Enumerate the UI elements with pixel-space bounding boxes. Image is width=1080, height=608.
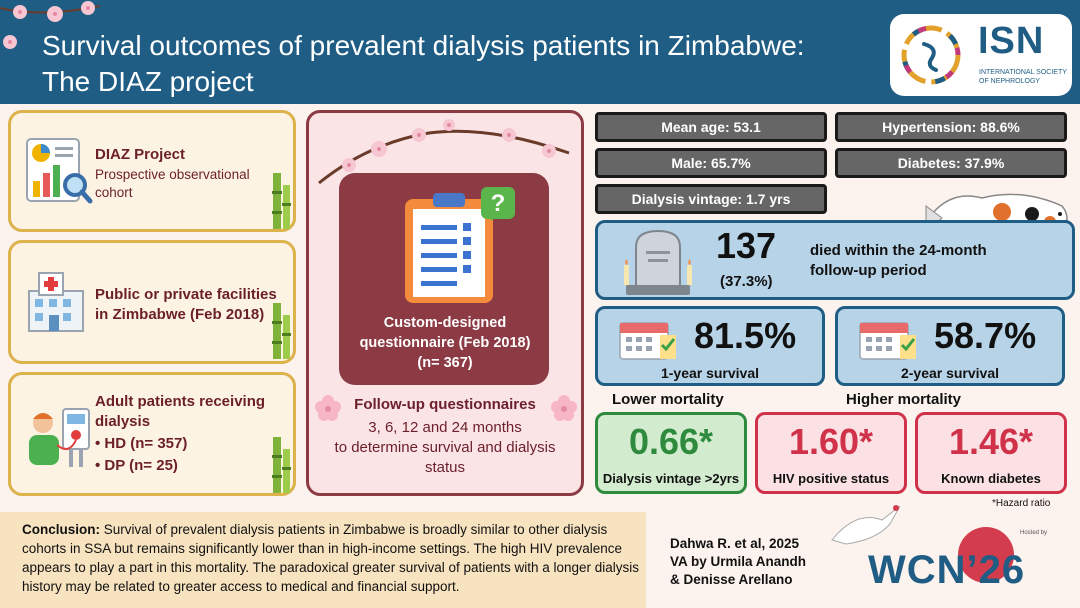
bamboo-icon xyxy=(272,303,291,359)
hazard-dialysis-vintage: 0.66* Dialysis vintage >2yrs xyxy=(595,412,747,494)
bamboo-icon xyxy=(272,173,291,229)
header-banner: Survival outcomes of prevalent dialysis … xyxy=(0,0,1080,104)
conclusion-panel: Conclusion: Survival of prevalent dialys… xyxy=(0,512,646,608)
stat-diabetes: Diabetes: 37.9% xyxy=(835,148,1067,178)
tombstone-icon xyxy=(624,229,692,295)
calendar-icon xyxy=(859,322,916,360)
questionnaire-label: Custom-designed questionnaire (Feb 2018)… xyxy=(309,313,581,373)
blossom-icon xyxy=(551,395,577,421)
credit-line-3: & Denisse Arellano xyxy=(670,572,793,587)
calendar-icon xyxy=(619,322,676,360)
questionnaire-line-3: (n= 367) xyxy=(417,355,473,371)
isn-sub-line-2: OF NEPHROLOGY xyxy=(979,78,1041,85)
died-count: 137 xyxy=(716,225,777,266)
higher-mortality-heading: Higher mortality xyxy=(846,391,962,408)
credit-line-2: VA by Urmila Anandh xyxy=(670,554,807,569)
blossom-icon xyxy=(315,395,341,421)
questionnaire-line-2: questionnaire (Feb 2018) xyxy=(359,335,531,351)
title-line-2: The DIAZ project xyxy=(42,66,254,97)
hazard-dialysis-vintage-label: Dialysis vintage >2yrs xyxy=(602,471,740,486)
card-diaz-subtitle-1: Prospective observational xyxy=(95,167,250,182)
questionnaire-line-1: Custom-designed xyxy=(383,315,507,331)
followup-details: 3, 6, 12 and 24 months to determine surv… xyxy=(309,418,581,478)
followup-line-1: 3, 6, 12 and 24 months xyxy=(368,419,522,436)
died-description: died within the 24-month follow-up perio… xyxy=(810,241,987,281)
card-patients-title-2: dialysis xyxy=(95,413,151,430)
hosted-by-label: Hosted by xyxy=(1020,530,1048,536)
died-line-1: died within the 24-month xyxy=(810,242,987,259)
isn-ring-icon xyxy=(901,25,961,85)
isn-logo-text: ISN xyxy=(978,20,1045,62)
hazard-diabetes: 1.46* Known diabetes xyxy=(915,412,1067,494)
hazard-diabetes-value: 1.46* xyxy=(948,421,1034,462)
title-line-1: Survival outcomes of prevalent dialysis … xyxy=(42,30,805,61)
followup-title: Follow-up questionnaires xyxy=(354,396,536,413)
lower-mortality-heading: Lower mortality xyxy=(612,391,724,408)
hazard-dialysis-vintage-value: 0.66* xyxy=(628,421,714,462)
card-facilities-title-1: Public or private facilities xyxy=(95,286,277,303)
questionnaire-panel: ? Custom-designed questionnaire (Feb 201… xyxy=(306,110,584,496)
hazard-hiv: 1.60* HIV positive status xyxy=(755,412,907,494)
survival-1-year-label: 1-year survival xyxy=(660,365,760,381)
svg-text:?: ? xyxy=(491,190,506,217)
page-title: Survival outcomes of prevalent dialysis … xyxy=(42,28,805,100)
stat-mean-age: Mean age: 53.1 xyxy=(595,112,827,142)
died-percent: (37.3%) xyxy=(720,273,773,290)
hazard-hiv-label: HIV positive status xyxy=(772,471,890,486)
dialysis-patient-icon xyxy=(29,408,90,467)
hospital-icon xyxy=(28,272,84,332)
survival-2-year-label: 2-year survival xyxy=(900,365,1000,381)
bamboo-icon xyxy=(272,437,291,493)
stat-hypertension: Hypertension: 88.6% xyxy=(835,112,1067,142)
conclusion-text: Conclusion: Survival of prevalent dialys… xyxy=(22,520,642,596)
card-patients: Adult patients receiving dialysis • HD (… xyxy=(8,372,296,496)
isn-logo-subtitle: INTERNATIONAL SOCIETY OF NEPHROLOGY xyxy=(979,68,1069,86)
card-patients-bullet-dp: • DP (n= 25) xyxy=(95,457,178,474)
card-diaz-project: DIAZ Project Prospective observational c… xyxy=(8,110,296,232)
card-facilities-title-2: in Zimbabwe (Feb 2018) xyxy=(95,306,265,323)
stat-dialysis-vintage: Dialysis vintage: 1.7 yrs xyxy=(595,184,827,214)
card-facilities: Public or private facilities in Zimbabwe… xyxy=(8,240,296,364)
mortality-box: 137 (37.3%) died within the 24-month fol… xyxy=(595,220,1075,300)
stat-male: Male: 65.7% xyxy=(595,148,827,178)
followup-line-2: to determine survival and dialysis xyxy=(334,439,556,456)
credit-line-1: Dahwa R. et al, 2025 xyxy=(670,536,800,551)
card-diaz-subtitle-2: cohort xyxy=(95,185,133,200)
survival-1-year: 81.5% 1-year survival xyxy=(595,306,825,386)
questionnaire-box: ? xyxy=(339,173,549,385)
hazard-diabetes-label: Known diabetes xyxy=(941,471,1041,486)
wcn-logo: WCN’26 xyxy=(868,548,1026,592)
hazard-ratio-footnote: *Hazard ratio xyxy=(992,498,1051,509)
conclusion-body: Survival of prevalent dialysis patients … xyxy=(22,522,640,594)
wcn-sun-icon xyxy=(958,527,1014,583)
report-chart-icon xyxy=(26,138,93,204)
card-patients-title-1: Adult patients receiving xyxy=(95,393,266,410)
hazard-hiv-value: 1.60* xyxy=(788,421,874,462)
cherry-blossom-icon xyxy=(0,1,101,49)
died-line-2: follow-up period xyxy=(810,262,927,279)
crane-icon xyxy=(831,505,901,545)
card-patients-bullet-hd: • HD (n= 357) xyxy=(95,435,188,452)
followup-line-3: status xyxy=(424,459,466,476)
isn-sub-line-1: INTERNATIONAL SOCIETY xyxy=(979,69,1067,76)
clipboard-question-icon: ? xyxy=(405,187,515,303)
survival-1-year-value: 81.5% xyxy=(694,315,797,356)
conclusion-label: Conclusion: xyxy=(22,522,100,537)
credits: Dahwa R. et al, 2025 VA by Urmila Anandh… xyxy=(670,535,806,589)
survival-2-year-value: 58.7% xyxy=(934,315,1037,356)
survival-2-year: 58.7% 2-year survival xyxy=(835,306,1065,386)
card-diaz-title: DIAZ Project xyxy=(95,146,186,163)
isn-logo: ISN INTERNATIONAL SOCIETY OF NEPHROLOGY xyxy=(890,14,1072,96)
